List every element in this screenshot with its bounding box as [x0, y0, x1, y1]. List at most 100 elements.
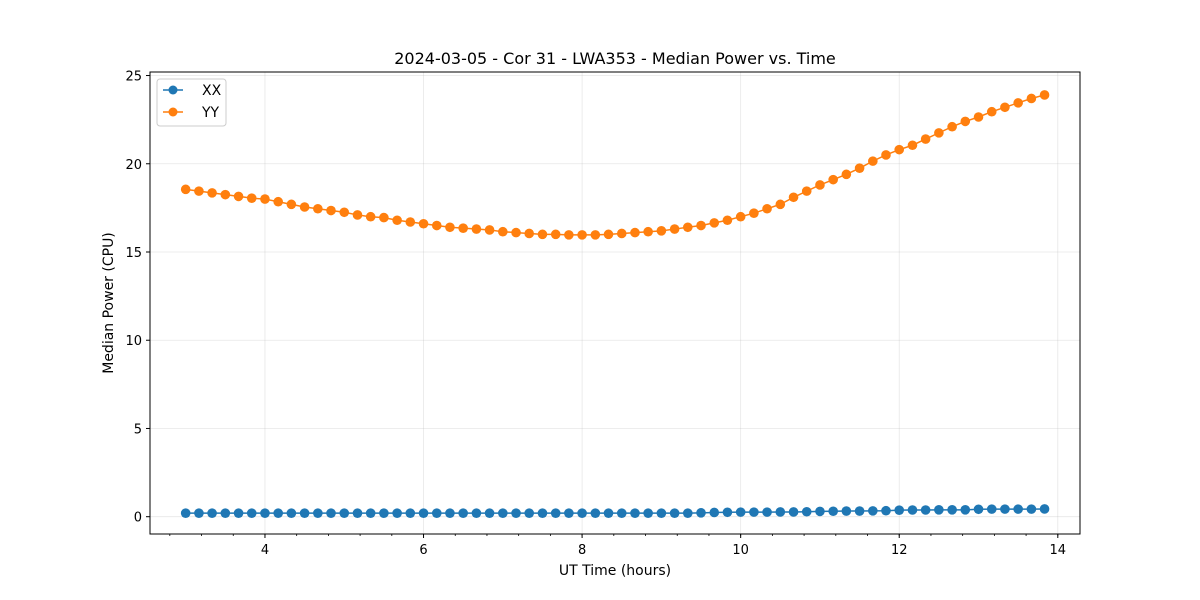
data-point-xx: [511, 508, 521, 518]
y-tick-label: 25: [125, 70, 142, 85]
y-tick-label: 20: [125, 158, 142, 173]
data-point-yy: [260, 194, 270, 204]
data-point-yy: [445, 222, 455, 233]
data-point-xx: [749, 507, 759, 517]
data-point-yy: [749, 208, 759, 218]
data-point-yy: [299, 202, 310, 212]
data-point-yy: [868, 156, 878, 166]
data-point-yy: [907, 140, 918, 151]
data-point-yy: [828, 174, 838, 185]
data-point-yy: [233, 191, 244, 202]
data-point-xx: [801, 506, 812, 517]
y-axis-label: Median Power (CPU): [101, 232, 117, 374]
data-point-yy: [960, 116, 971, 127]
data-point-yy: [484, 225, 495, 235]
data-point-xx: [537, 508, 548, 518]
data-point-xx: [973, 504, 984, 515]
data-point-xx: [1013, 504, 1023, 514]
data-point-yy: [973, 112, 984, 122]
x-tick-label: 6: [419, 543, 427, 558]
data-point-xx: [722, 507, 733, 518]
data-point-xx: [643, 508, 653, 518]
data-point-xx: [696, 508, 706, 518]
data-point-yy: [669, 224, 680, 234]
data-point-yy: [511, 227, 521, 238]
data-point-yy: [431, 220, 442, 231]
data-point-yy: [326, 205, 336, 216]
data-point-yy: [339, 207, 350, 218]
data-point-xx: [815, 506, 825, 517]
data-point-yy: [788, 192, 799, 203]
data-point-yy: [1026, 93, 1037, 104]
data-point-xx: [313, 508, 323, 518]
data-point-xx: [854, 506, 865, 516]
data-point-xx: [564, 508, 574, 518]
data-point-yy: [273, 196, 284, 207]
data-point-xx: [524, 508, 535, 518]
data-point-yy: [207, 188, 217, 198]
data-point-yy: [841, 169, 852, 180]
y-tick-label: 10: [125, 334, 142, 349]
x-tick-label: 8: [578, 543, 586, 558]
data-point-xx: [1026, 504, 1037, 514]
data-point-xx: [471, 508, 482, 518]
data-point-yy: [722, 215, 733, 226]
data-point-xx: [960, 505, 971, 515]
data-point-yy: [762, 203, 772, 214]
x-tick-label: 10: [732, 543, 749, 558]
data-point-xx: [577, 508, 587, 518]
data-point-xx: [365, 508, 376, 518]
data-point-xx: [735, 507, 746, 517]
data-point-yy: [630, 227, 640, 238]
data-point-xx: [392, 508, 402, 518]
data-point-xx: [920, 505, 931, 515]
data-point-xx: [881, 505, 891, 516]
data-point-xx: [431, 508, 442, 518]
data-point-yy: [246, 193, 257, 203]
legend-label-xx: XX: [202, 83, 222, 99]
data-point-xx: [180, 508, 191, 518]
data-point-yy: [458, 223, 468, 233]
grid: [150, 72, 1080, 534]
data-point-xx: [603, 508, 614, 518]
data-point-yy: [313, 203, 323, 214]
legend-label-yy: YY: [201, 105, 220, 121]
data-point-yy: [801, 186, 812, 196]
data-point-xx: [207, 508, 217, 518]
data-point-yy: [709, 218, 720, 228]
data-point-xx: [286, 508, 297, 518]
data-point-xx: [194, 508, 204, 518]
data-point-xx: [1039, 504, 1050, 514]
data-point-yy: [498, 226, 508, 237]
data-point-yy: [603, 229, 614, 240]
data-point-xx: [682, 508, 693, 518]
data-point-yy: [220, 189, 231, 200]
data-point-yy: [365, 211, 376, 222]
data-point-yy: [194, 186, 204, 196]
legend-marker-yy: [168, 107, 178, 117]
data-point-yy: [1039, 90, 1050, 100]
data-point-yy: [1000, 102, 1010, 113]
axes: 0 5 10 15 20 25 4 6 8 10 12 14: [125, 70, 1066, 558]
data-point-xx: [458, 508, 468, 518]
data-point-xx: [418, 508, 429, 518]
series-layer: [180, 90, 1050, 518]
y-tick-label: 0: [134, 511, 142, 526]
legend[interactable]: XX YY: [156, 78, 227, 127]
data-point-xx: [590, 508, 601, 518]
data-point-yy: [735, 211, 746, 222]
x-axis-label: UT Time (hours): [559, 563, 671, 579]
data-point-yy: [471, 224, 482, 234]
data-point-yy: [418, 218, 429, 229]
data-point-xx: [550, 508, 561, 518]
data-point-xx: [405, 508, 416, 518]
data-point-yy: [881, 150, 891, 160]
legend-marker-xx: [168, 85, 178, 95]
data-point-xx: [379, 508, 389, 518]
data-point-xx: [828, 506, 838, 517]
data-point-yy: [379, 212, 389, 223]
data-point-xx: [498, 508, 508, 518]
data-point-yy: [1013, 98, 1023, 108]
data-point-yy: [920, 134, 931, 144]
